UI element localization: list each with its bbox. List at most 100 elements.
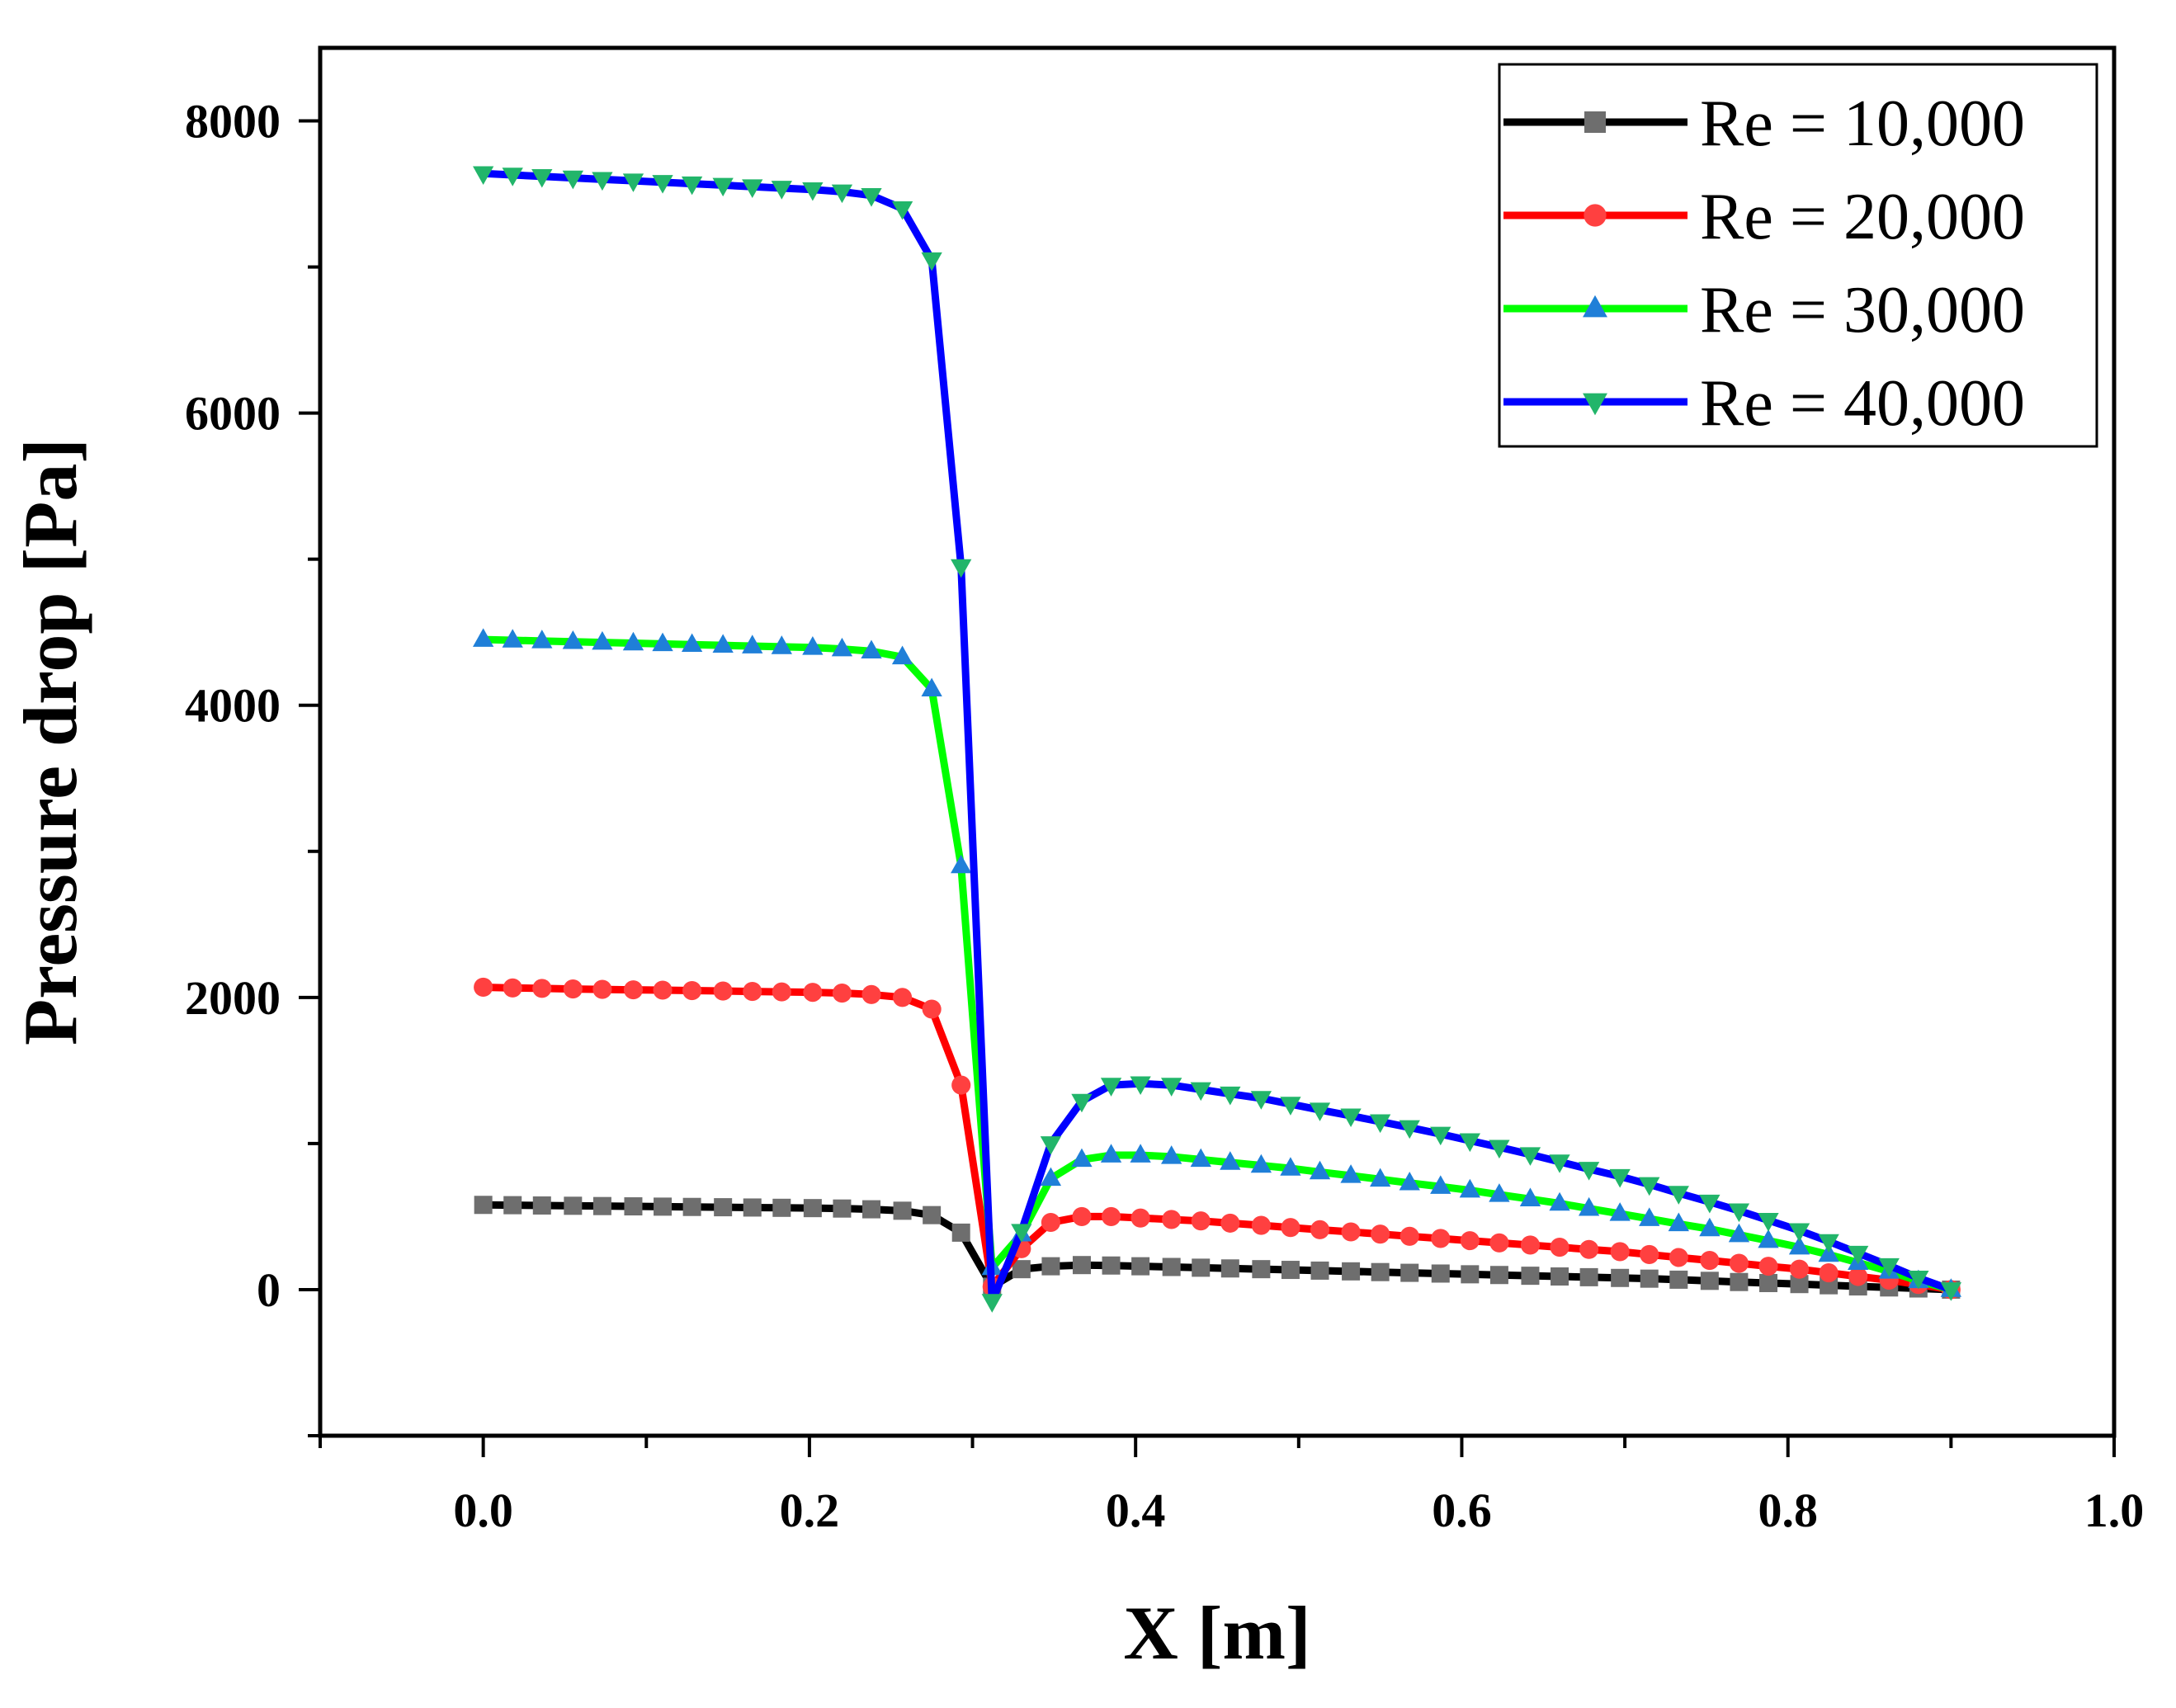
data-point <box>951 559 972 578</box>
data-point <box>1609 1202 1631 1221</box>
data-point <box>1790 1259 1810 1279</box>
data-point <box>1521 1267 1540 1286</box>
data-point <box>742 179 763 198</box>
data-point <box>1611 1268 1630 1287</box>
data-point <box>1700 1272 1719 1290</box>
data-point <box>1459 1133 1480 1153</box>
data-point <box>1758 1213 1779 1232</box>
data-point <box>531 169 553 188</box>
data-point <box>1669 1248 1688 1267</box>
data-point <box>1220 1259 1239 1278</box>
data-point <box>682 980 702 1001</box>
data-point <box>803 983 823 1003</box>
data-point <box>1072 1256 1091 1275</box>
data-point <box>1668 1212 1689 1232</box>
data-point <box>861 188 882 207</box>
data-point <box>1131 1257 1150 1276</box>
data-point <box>563 979 583 999</box>
data-point <box>474 1196 493 1215</box>
data-point <box>1788 1223 1810 1242</box>
data-point <box>1041 1212 1060 1233</box>
data-point <box>1431 1264 1450 1283</box>
data-point <box>1461 1265 1480 1284</box>
data-point <box>1519 1187 1541 1206</box>
data-point <box>951 854 972 874</box>
data-point <box>981 1294 1003 1313</box>
data-point <box>1489 1266 1508 1285</box>
data-point <box>1699 1194 1721 1214</box>
data-point <box>771 181 792 200</box>
y-tick-label: 6000 <box>185 387 281 441</box>
data-point <box>1639 1207 1660 1226</box>
data-point <box>1908 1270 1929 1290</box>
legend: Re = 10,000 Re = 20,000 Re = 30,000 Re = 40… <box>1498 63 2098 448</box>
data-point <box>1668 1186 1689 1205</box>
data-point <box>1669 1270 1688 1289</box>
data-point <box>1489 1139 1510 1159</box>
data-point <box>1162 1210 1182 1229</box>
data-point <box>921 677 942 697</box>
data-point <box>592 979 612 999</box>
y-tick-label: 0 <box>257 1263 281 1317</box>
data-point <box>1729 1253 1749 1273</box>
data-point <box>1100 1078 1122 1097</box>
data-point <box>1369 1168 1391 1187</box>
data-point <box>474 977 493 997</box>
data-point <box>1878 1257 1900 1277</box>
data-point <box>1579 1239 1599 1259</box>
data-point <box>891 645 913 665</box>
data-point <box>1489 1233 1509 1253</box>
data-point <box>502 167 523 186</box>
data-point <box>1162 1257 1181 1276</box>
data-point <box>1251 1215 1271 1235</box>
data-point <box>1220 1086 1241 1106</box>
data-point <box>1310 1261 1329 1280</box>
data-point <box>1340 1164 1362 1183</box>
data-point <box>1252 1260 1271 1279</box>
data-point <box>1161 1145 1182 1164</box>
data-point <box>1371 1224 1390 1244</box>
y-tick-label: 8000 <box>185 95 281 149</box>
y-axis-title: Pressure drop [Pa] <box>8 438 92 1045</box>
data-point <box>1280 1157 1301 1176</box>
data-point <box>772 1198 791 1217</box>
data-point <box>1430 1126 1451 1146</box>
data-point <box>1640 1269 1659 1288</box>
data-point <box>1579 1267 1598 1286</box>
data-point <box>624 1197 643 1216</box>
data-point <box>1700 1250 1720 1271</box>
data-point <box>1220 1213 1240 1233</box>
data-point <box>1072 1206 1092 1226</box>
data-point <box>803 1199 822 1218</box>
data-point <box>1371 1262 1390 1281</box>
data-point <box>951 1075 971 1095</box>
legend-marker <box>1583 393 1607 416</box>
legend-label: Re = 30,000 <box>1700 274 2025 347</box>
data-point <box>1519 1147 1541 1166</box>
data-point <box>861 984 881 1004</box>
data-point <box>921 252 942 271</box>
data-point <box>1758 1257 1778 1276</box>
data-point <box>712 177 734 197</box>
data-point <box>1520 1235 1541 1255</box>
legend-label: Re = 40,000 <box>1700 367 2025 440</box>
data-point <box>1012 1260 1031 1279</box>
data-point <box>833 1199 852 1218</box>
x-axis-title: X [m] <box>1123 1591 1310 1675</box>
legend-label: Re = 10,000 <box>1700 87 2025 160</box>
data-point <box>1280 1097 1301 1116</box>
data-point <box>1369 1114 1391 1134</box>
data-point <box>923 1206 942 1224</box>
data-point <box>891 201 913 220</box>
data-point <box>682 1197 701 1216</box>
data-point <box>1459 1178 1480 1198</box>
data-point <box>1549 1191 1570 1211</box>
data-point <box>1040 1167 1062 1187</box>
legend-label: Re = 20,000 <box>1700 181 2025 253</box>
data-point <box>532 979 552 998</box>
data-point <box>592 630 613 650</box>
data-point <box>1728 1203 1750 1223</box>
data-point <box>1071 1093 1093 1113</box>
data-point <box>562 630 583 649</box>
